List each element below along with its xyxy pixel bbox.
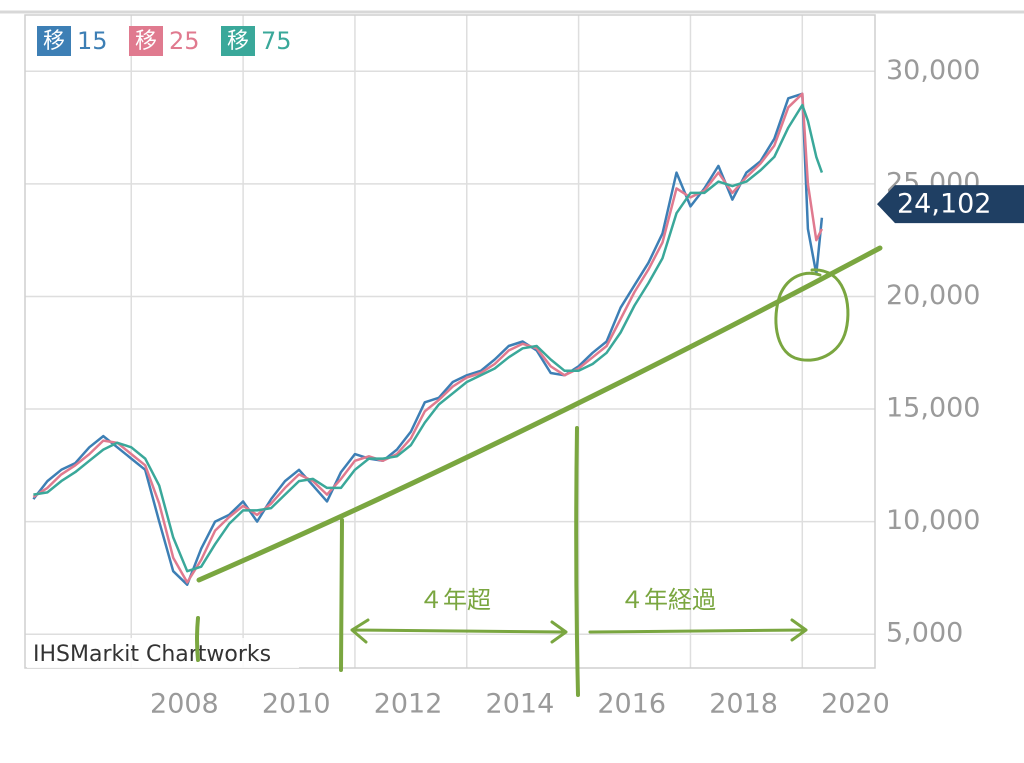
annotation: ４年経過 [620,586,716,614]
marker-line [339,518,344,672]
legend-badge: 移 [135,29,157,54]
hand-annotations [195,245,883,697]
legend-label: 25 [169,27,200,55]
legend-badge: 移 [43,29,65,54]
y-tick-label: 5,000 [886,618,963,649]
x-tick-label: 2008 [150,689,219,720]
marker-line [195,616,200,662]
y-tick-label: 20,000 [886,280,980,311]
legend-badge: 移 [227,29,249,54]
y-tick-label: 15,000 [886,393,980,424]
legend-swatch [221,26,255,56]
x-tick-label: 2020 [821,689,890,720]
arrow [588,618,808,642]
x-tick-label: 2010 [262,689,331,720]
series-line [32,92,824,584]
legend-label: 75 [261,27,292,55]
legend-swatch [37,26,71,56]
x-tick-label: 2012 [374,689,443,720]
last-value-tag [877,185,1024,224]
series-line [32,92,824,586]
x-tick-label: 2018 [709,689,778,720]
y-tick-label: 10,000 [886,505,980,536]
x-tick-label: 2016 [597,689,666,720]
arrow [350,618,568,644]
marker-line [574,426,580,697]
annotation: ４年超 [419,586,491,614]
legend: 移 15 移 25 移 75 [37,26,292,56]
grid [25,15,875,668]
plot-frame [24,14,876,669]
source-bg [27,638,299,668]
legend-swatch [129,26,163,56]
series-lines [32,92,824,586]
last-value-label: 24,102 [897,189,991,220]
series-line [33,103,824,573]
y-tick-label: 30,000 [886,55,980,86]
legend-label: 15 [77,27,108,55]
x-tick-label: 2014 [486,689,555,720]
source-label: IHSMarkit Chartworks [33,642,271,667]
circle-mark [774,268,850,362]
